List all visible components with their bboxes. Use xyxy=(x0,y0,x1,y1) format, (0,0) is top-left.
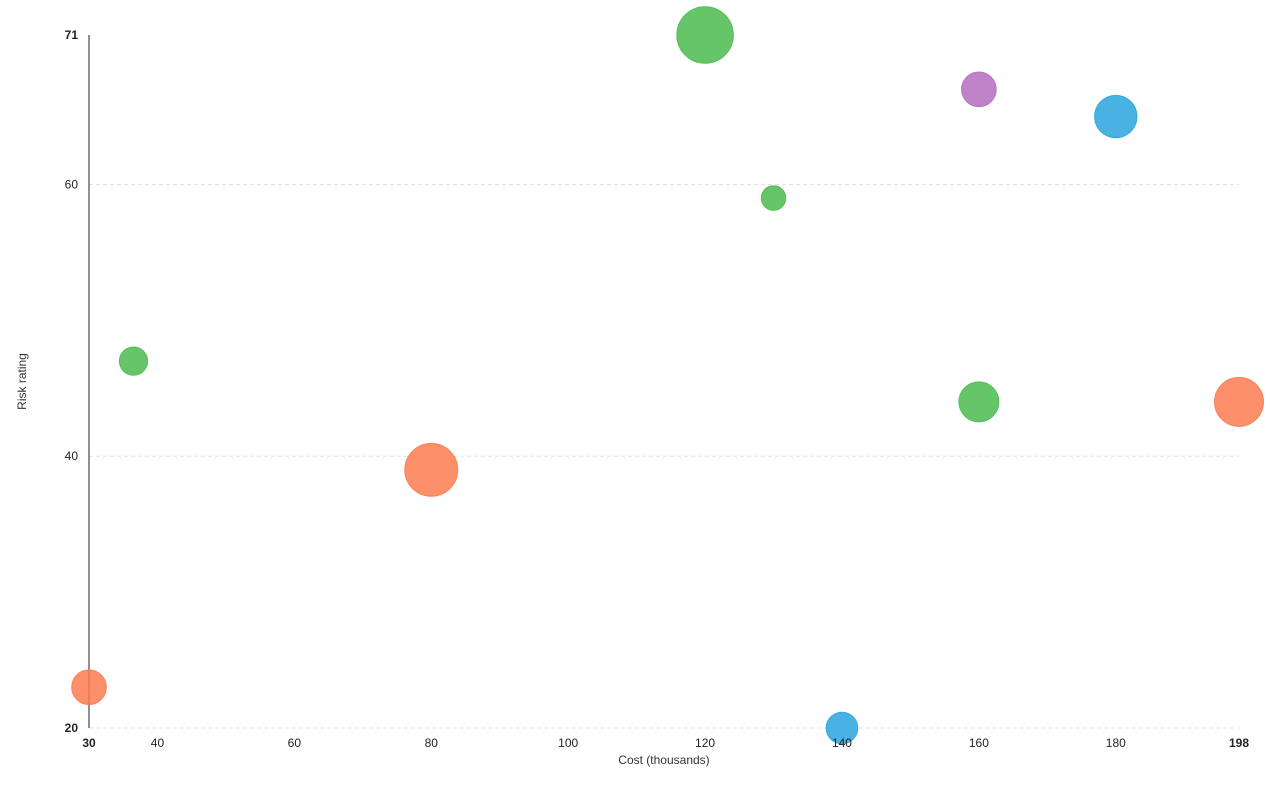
x-tick-label-140: 140 xyxy=(832,736,852,750)
x-tick-label-80: 80 xyxy=(425,736,439,750)
bubble-10[interactable] xyxy=(1214,376,1264,427)
x-tick-label-160: 160 xyxy=(969,736,989,750)
x-axis-ticks: 30 40 60 80 100 120 140 160 180 198 xyxy=(82,736,1249,750)
x-tick-label-60: 60 xyxy=(288,736,302,750)
bubble-7[interactable] xyxy=(961,71,997,108)
x-tick-label-198: 198 xyxy=(1229,736,1249,750)
x-axis-title: Cost (thousands) xyxy=(618,753,709,767)
y-axis-title: Risk rating xyxy=(15,353,29,410)
x-tick-label-180: 180 xyxy=(1106,736,1126,750)
y-tick-label-20: 20 xyxy=(65,721,79,735)
bubble-8[interactable] xyxy=(958,381,1000,423)
x-tick-label-40: 40 xyxy=(151,736,165,750)
bubble-2[interactable] xyxy=(118,346,149,376)
x-tick-label-120: 120 xyxy=(695,736,715,750)
y-tick-label-60: 60 xyxy=(65,177,79,191)
bubble-9[interactable] xyxy=(1094,94,1138,139)
bubble-5[interactable] xyxy=(760,185,787,211)
y-tick-label-40: 40 xyxy=(65,449,79,463)
y-axis-ticks: 20 40 60 71 xyxy=(65,28,79,735)
bubble-3[interactable] xyxy=(404,442,459,497)
y-tick-label-71: 71 xyxy=(65,28,79,42)
bubble-4[interactable] xyxy=(676,6,734,64)
bubble-6[interactable] xyxy=(825,711,859,745)
bubble-1[interactable] xyxy=(71,669,107,706)
x-tick-label-100: 100 xyxy=(558,736,578,750)
bubbles xyxy=(71,6,1264,745)
grid-lines xyxy=(89,183,1239,729)
x-tick-label-30: 30 xyxy=(82,736,96,750)
